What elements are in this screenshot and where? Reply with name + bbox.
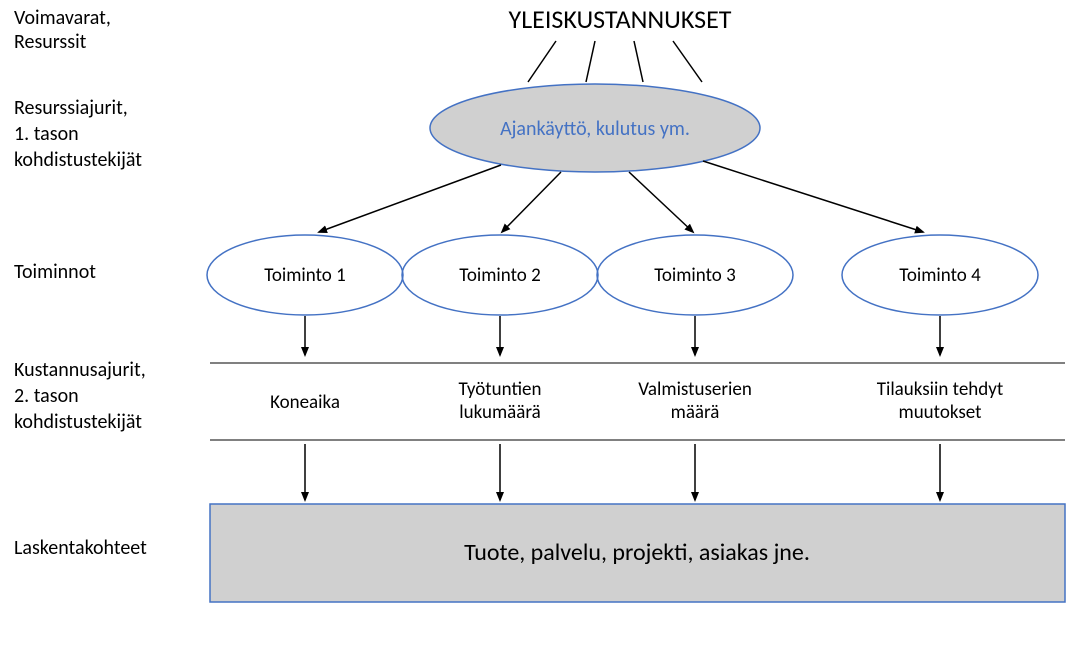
diagram-title: YLEISKUSTANNUKSET <box>509 3 732 35</box>
arrows-drivers-down <box>305 444 940 500</box>
label-cost-objects: Laskentakohteet <box>14 536 147 560</box>
arrow-line <box>629 172 693 232</box>
cost-driver-label: Työtuntien <box>459 378 542 401</box>
cost-driver-labels: Koneaika Työtuntienlukumäärä Valmistuserie… <box>270 378 1004 424</box>
bottom-box-label: Tuote, palvelu, projekti, asiakas jne. <box>464 538 810 567</box>
cost-driver-label: määrä <box>671 401 720 424</box>
label-resources-line1: Voimavarat, <box>14 6 111 30</box>
connector-line <box>673 41 702 82</box>
label-resource-drivers-line1: Resurssiajurit, <box>14 96 128 120</box>
activity-label: Toiminto 4 <box>899 264 981 287</box>
arrow-line <box>502 172 561 232</box>
connector-line <box>634 41 643 82</box>
activity-ellipses: Toiminto 1 Toiminto 2 Toiminto 3 Toiminto 4 <box>207 235 1038 315</box>
cost-driver-label: lukumäärä <box>459 401 540 424</box>
arrow-line <box>319 165 501 232</box>
arrow-line <box>703 161 923 232</box>
cost-driver-label: Tilauksiin tehdyt <box>877 378 1004 401</box>
top-connectors <box>528 41 702 82</box>
activity-label: Toiminto 3 <box>654 264 735 287</box>
diagram-canvas: Voimavarat, Resurssit Resurssiajurit, 1.… <box>0 0 1081 655</box>
label-resources-line2: Resurssit <box>14 30 87 54</box>
connector-line <box>528 41 556 82</box>
cost-driver-label: muutokset <box>899 401 983 424</box>
activity-label: Toiminto 2 <box>459 264 540 287</box>
label-cost-drivers-line2: 2. tason <box>14 384 79 408</box>
cost-driver-label: Valmistuserien <box>638 378 752 401</box>
label-cost-drivers-line3: kohdistustekijät <box>14 410 142 434</box>
cost-driver-label: Koneaika <box>270 391 340 414</box>
label-resource-drivers-line3: kohdistustekijät <box>14 148 142 172</box>
arrows-activities-down <box>305 316 940 355</box>
label-cost-drivers-line1: Kustannusajurit, <box>14 358 146 382</box>
label-resource-drivers-line2: 1. tason <box>14 122 79 146</box>
label-activities: Toiminnot <box>14 260 96 284</box>
activity-label: Toiminto 1 <box>264 264 345 287</box>
center-ellipse-label: Ajankäyttö, kulutus ym. <box>500 117 690 141</box>
connector-line <box>586 41 595 82</box>
